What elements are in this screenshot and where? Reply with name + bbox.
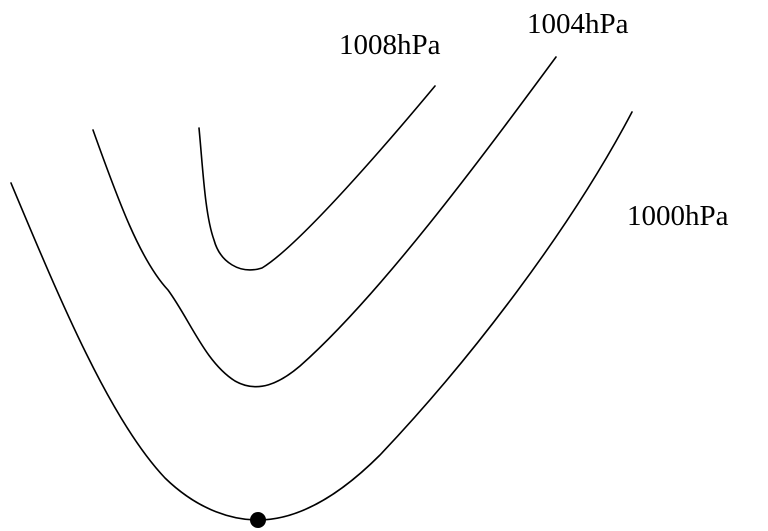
isobar-line-inner — [198, 85, 436, 271]
isobar-line-middle — [92, 56, 557, 388]
isobar-label-middle: 1004hPa — [527, 8, 629, 40]
isobar-line-outer — [10, 111, 633, 521]
isobar-label-inner: 1008hPa — [339, 29, 441, 61]
isobar-label-outer: 1000hPa — [627, 200, 729, 232]
location-point — [250, 512, 266, 528]
